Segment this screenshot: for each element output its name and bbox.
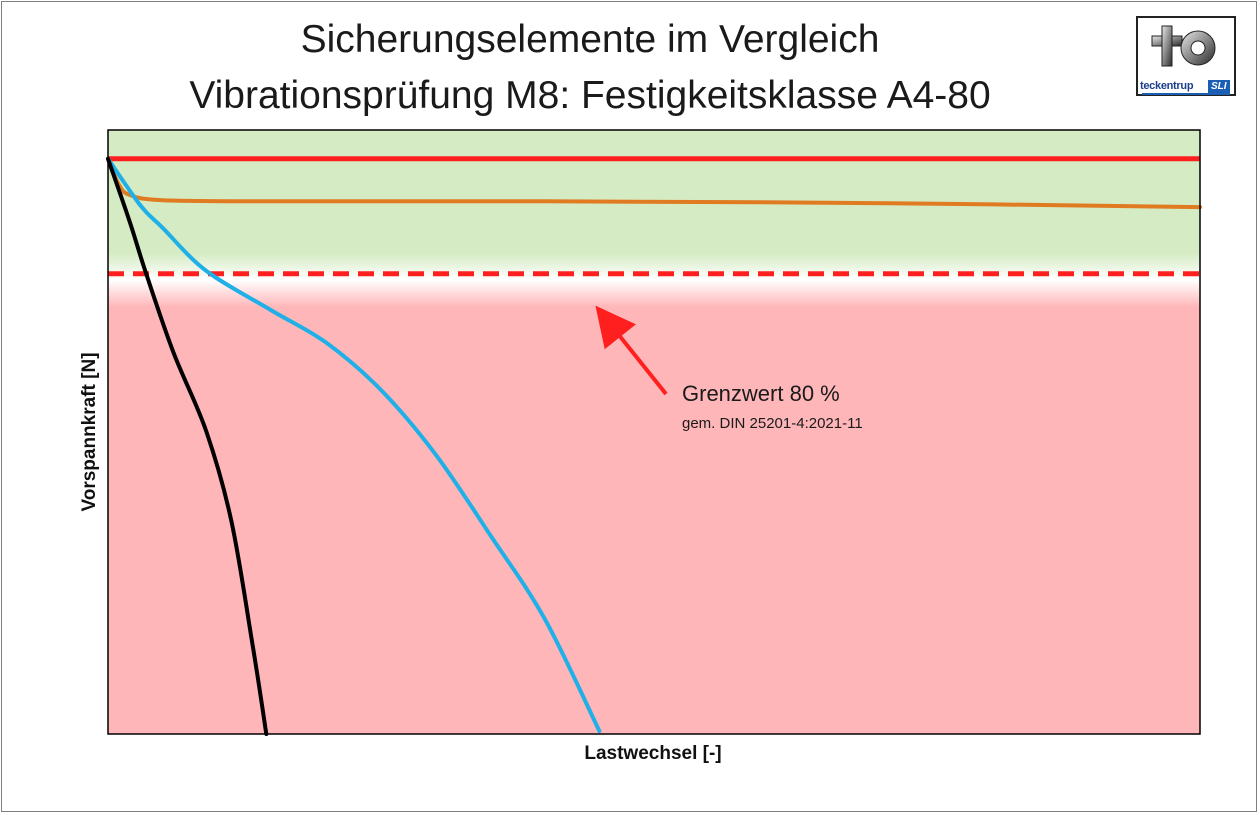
annotation-arrow bbox=[595, 305, 668, 396]
series-line-black bbox=[106, 156, 269, 736]
y-axis-label: Vorspannkraft [N] bbox=[79, 352, 100, 512]
limit-annotation-source: gem. DIN 25201-4:2021-11 bbox=[682, 415, 863, 432]
series-line-orange bbox=[106, 156, 1202, 210]
plot-border bbox=[107, 129, 1201, 735]
limit-annotation: Grenzwert 80 % bbox=[682, 381, 840, 406]
series-line-blue bbox=[106, 156, 602, 734]
chart-subtitle: Vibrationsprüfung M8: Festigkeitsklasse … bbox=[189, 74, 991, 117]
plot-area bbox=[108, 130, 1200, 734]
logo-text: teckentrup bbox=[1140, 80, 1194, 92]
logo-mark-icon bbox=[1151, 25, 1216, 67]
chart-title: Sicherungselemente im Vergleich bbox=[300, 18, 880, 61]
company-logo: teckentrup SLI bbox=[1136, 16, 1236, 96]
logo-badge: SLI bbox=[1208, 80, 1230, 93]
logo-underline bbox=[1142, 93, 1230, 95]
x-axis-label: Lastwechsel [-] bbox=[584, 743, 722, 764]
